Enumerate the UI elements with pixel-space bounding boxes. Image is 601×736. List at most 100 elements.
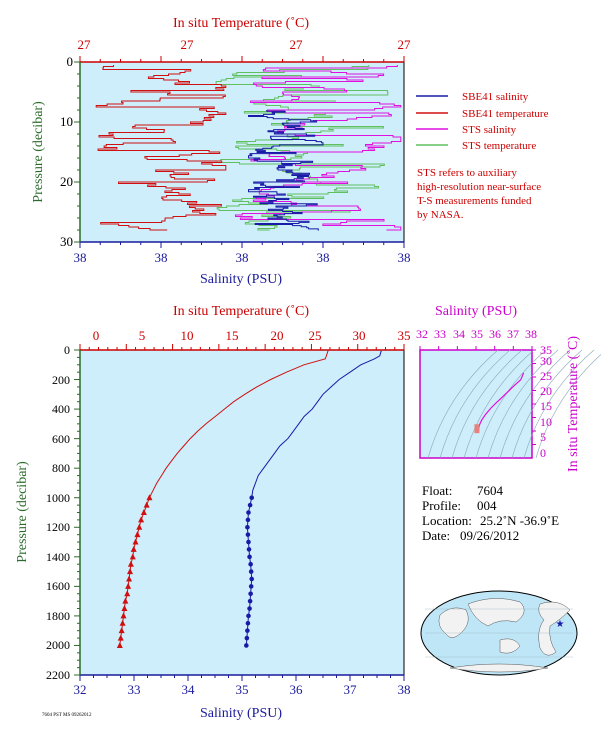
salinity-sample-point: [248, 561, 253, 567]
top-temp-tick-0: 27: [78, 37, 92, 52]
ts-sal-tick-37: 37: [507, 327, 519, 341]
top-legend: SBE41 salinity SBE41 temperature STS sal…: [416, 91, 549, 152]
bottom-pressure-tick-800: 800: [52, 461, 70, 475]
bottom-pressure-tick-1400: 1400: [46, 550, 70, 564]
bottom-x-axis-label: Salinity (PSU): [200, 706, 282, 721]
salinity-sample-point: [248, 569, 254, 574]
bottom-plot-area: [79, 349, 405, 676]
profile-label: Profile:: [422, 498, 461, 513]
map-land-australia: [499, 638, 521, 654]
temperature-sample-point: [127, 560, 134, 567]
bottom-pressure-tick-2200: 2200: [46, 668, 70, 682]
bottom-sal-tick-35: 35: [236, 682, 249, 697]
temperature-sample-point: [140, 509, 147, 515]
salinity-sample-point: [245, 628, 250, 633]
salinity-sample-point: [249, 576, 255, 582]
temperature-sample-point: [146, 494, 153, 501]
ts-inset: Salinity (PSU) 32 33 34 35 36 37 38 0 5 …: [416, 304, 601, 472]
date-label: Date:: [422, 528, 450, 543]
bottom-pressure-tick-1200: 1200: [46, 520, 70, 534]
legend-sts-temperature: STS temperature: [462, 140, 536, 152]
temperature-sample-point: [122, 597, 129, 604]
temperature-sample-point: [136, 523, 143, 530]
salinity-sample-point: [246, 547, 252, 552]
top-pressure-tick-10: 10: [60, 114, 73, 129]
note-line-1: STS refers to auxiliary: [417, 167, 517, 179]
top-pressure-tick-20: 20: [60, 174, 73, 189]
legend-sts-salinity: STS salinity: [462, 124, 517, 136]
legend-sbe41-salinity: SBE41 salinity: [462, 91, 529, 103]
temperature-profile-line: [148, 350, 329, 498]
temperature-sample-point: [117, 634, 124, 641]
density-contour: [511, 349, 583, 459]
note-line-2: high-resolution near-surface: [417, 181, 541, 193]
temperature-sample-point: [126, 568, 133, 575]
sts-salinity-trace: [235, 65, 402, 231]
ts-temp-tick-5: 5: [540, 430, 546, 444]
salinity-sample-point: [246, 510, 251, 515]
density-contour: [475, 349, 547, 459]
ts-temp-tick-20: 20: [540, 384, 552, 398]
bottom-axis-ticks: [74, 344, 405, 681]
bottom-sal-tick-34: 34: [182, 682, 196, 697]
top-sal-tick-2: 38: [236, 250, 249, 265]
ts-sal-tick-38: 38: [525, 327, 537, 341]
top-note: STS refers to auxiliary high-resolution …: [417, 167, 541, 221]
bottom-temp-tick-25: 25: [309, 328, 322, 343]
temperature-sample-point: [120, 612, 127, 619]
bottom-traces: [116, 350, 382, 648]
top-x-axis-label: Salinity (PSU): [200, 272, 282, 287]
ts-temp-tick-35: 35: [540, 343, 552, 357]
top-axis-ticks: [74, 56, 405, 248]
map-land-americas: [538, 601, 571, 656]
footer-label: 7604 PST MS 09262012: [42, 713, 92, 718]
bottom-y-axis-label: Pressure (decibar): [15, 461, 30, 563]
density-contour: [451, 349, 523, 459]
salinity-sample-point: [247, 598, 253, 604]
density-contour: [427, 349, 499, 459]
sbe41-temperature-trace: [95, 65, 227, 231]
map-land-antarctica: [449, 663, 549, 673]
density-contour: [523, 349, 595, 459]
top-sal-tick-3: 38: [317, 250, 330, 265]
ts-temp-tick-30: 30: [540, 354, 552, 368]
density-contour: [499, 349, 571, 459]
salinity-sample-point: [244, 643, 249, 648]
salinity-sample-point: [247, 606, 252, 611]
legend-sbe41-temperature: SBE41 temperature: [462, 108, 549, 120]
temperature-sample-point: [126, 575, 133, 582]
top-temp-tick-1: 27: [181, 37, 195, 52]
bottom-temp-tick-10: 10: [181, 328, 194, 343]
bottom-sal-tick-33: 33: [128, 682, 141, 697]
bottom-pressure-tick-600: 600: [52, 432, 70, 446]
salinity-sample-point: [245, 620, 251, 626]
top-y-axis-label: Pressure (decibar): [31, 101, 46, 203]
map-land-asia: [467, 598, 525, 627]
ts-sal-tick-36: 36: [489, 327, 501, 341]
date-value: 09/26/2012: [460, 528, 519, 543]
salinity-sample-point: [245, 517, 251, 523]
bottom-temp-tick-35: 35: [398, 328, 411, 343]
bottom-pressure-tick-1600: 1600: [46, 579, 70, 593]
note-line-4: by NASA.: [417, 209, 464, 221]
top-sal-tick-1: 38: [155, 250, 168, 265]
map-continents: [438, 598, 571, 673]
top-temp-axis-title: In situ Temperature (˚C): [173, 16, 309, 31]
top-sal-tick-4: 38: [398, 250, 411, 265]
temperature-sample-point: [129, 553, 136, 560]
temperature-sample-point: [125, 582, 132, 589]
sbe41-salinity-trace: [248, 110, 324, 231]
ts-temp-tick-0: 0: [540, 446, 546, 460]
bottom-temp-tick-5: 5: [139, 328, 146, 343]
bottom-sal-tick-36: 36: [290, 682, 304, 697]
bottom-pressure-tick-2000: 2000: [46, 638, 70, 652]
density-contour: [463, 349, 535, 459]
temperature-sample-point: [143, 501, 150, 508]
top-traces: [95, 65, 402, 231]
bottom-pressure-tick-1800: 1800: [46, 609, 70, 623]
salinity-sample-point: [246, 613, 251, 619]
salinity-sample-point: [248, 584, 254, 589]
ts-axis-ticks: [419, 346, 536, 445]
bottom-temp-tick-15: 15: [226, 328, 239, 343]
